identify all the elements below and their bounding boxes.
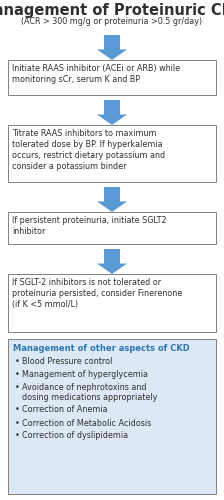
FancyArrow shape [97, 187, 127, 212]
Text: •: • [15, 406, 20, 414]
Bar [8, 125, 216, 182]
Text: Correction of dyslipidemia: Correction of dyslipidemia [22, 432, 128, 440]
Text: dosing medications appropriately: dosing medications appropriately [22, 392, 157, 402]
Bar [8, 274, 216, 332]
Text: •: • [15, 370, 20, 379]
Text: Management of Proteinuric CKD: Management of Proteinuric CKD [0, 3, 224, 18]
Text: If persistent proteinuria, initiate SGLT2
inhibitor: If persistent proteinuria, initiate SGLT… [12, 216, 167, 236]
Text: •: • [15, 432, 20, 440]
Text: Blood Pressure control: Blood Pressure control [22, 357, 112, 366]
Text: Management of hyperglycemia: Management of hyperglycemia [22, 370, 148, 379]
Bar [8, 339, 216, 494]
Text: •: • [15, 383, 20, 392]
Bar [8, 212, 216, 244]
Text: Correction of Anemia: Correction of Anemia [22, 406, 108, 414]
Text: Titrate RAAS inhibitors to maximum
tolerated dose by BP. If hyperkalemia
occurs,: Titrate RAAS inhibitors to maximum toler… [12, 129, 165, 172]
FancyArrow shape [97, 100, 127, 125]
Text: •: • [15, 357, 20, 366]
Text: Correction of Metabolic Acidosis: Correction of Metabolic Acidosis [22, 418, 151, 428]
FancyArrow shape [97, 249, 127, 274]
Text: Management of other aspects of CKD: Management of other aspects of CKD [13, 344, 190, 353]
Text: Avoidance of nephrotoxins and: Avoidance of nephrotoxins and [22, 383, 146, 392]
Text: •: • [15, 418, 20, 428]
Bar [8, 60, 216, 95]
Text: (ACR > 300 mg/g or proteinuria >0.5 gr/day): (ACR > 300 mg/g or proteinuria >0.5 gr/d… [22, 17, 202, 26]
Text: Initiate RAAS inhibitor (ACEi or ARB) while
monitoring sCr, serum K and BP: Initiate RAAS inhibitor (ACEi or ARB) wh… [12, 64, 180, 84]
Text: If SGLT-2 inhibitors is not tolerated or
proteinuria persisted, consider Fineren: If SGLT-2 inhibitors is not tolerated or… [12, 278, 182, 309]
FancyArrow shape [97, 35, 127, 60]
